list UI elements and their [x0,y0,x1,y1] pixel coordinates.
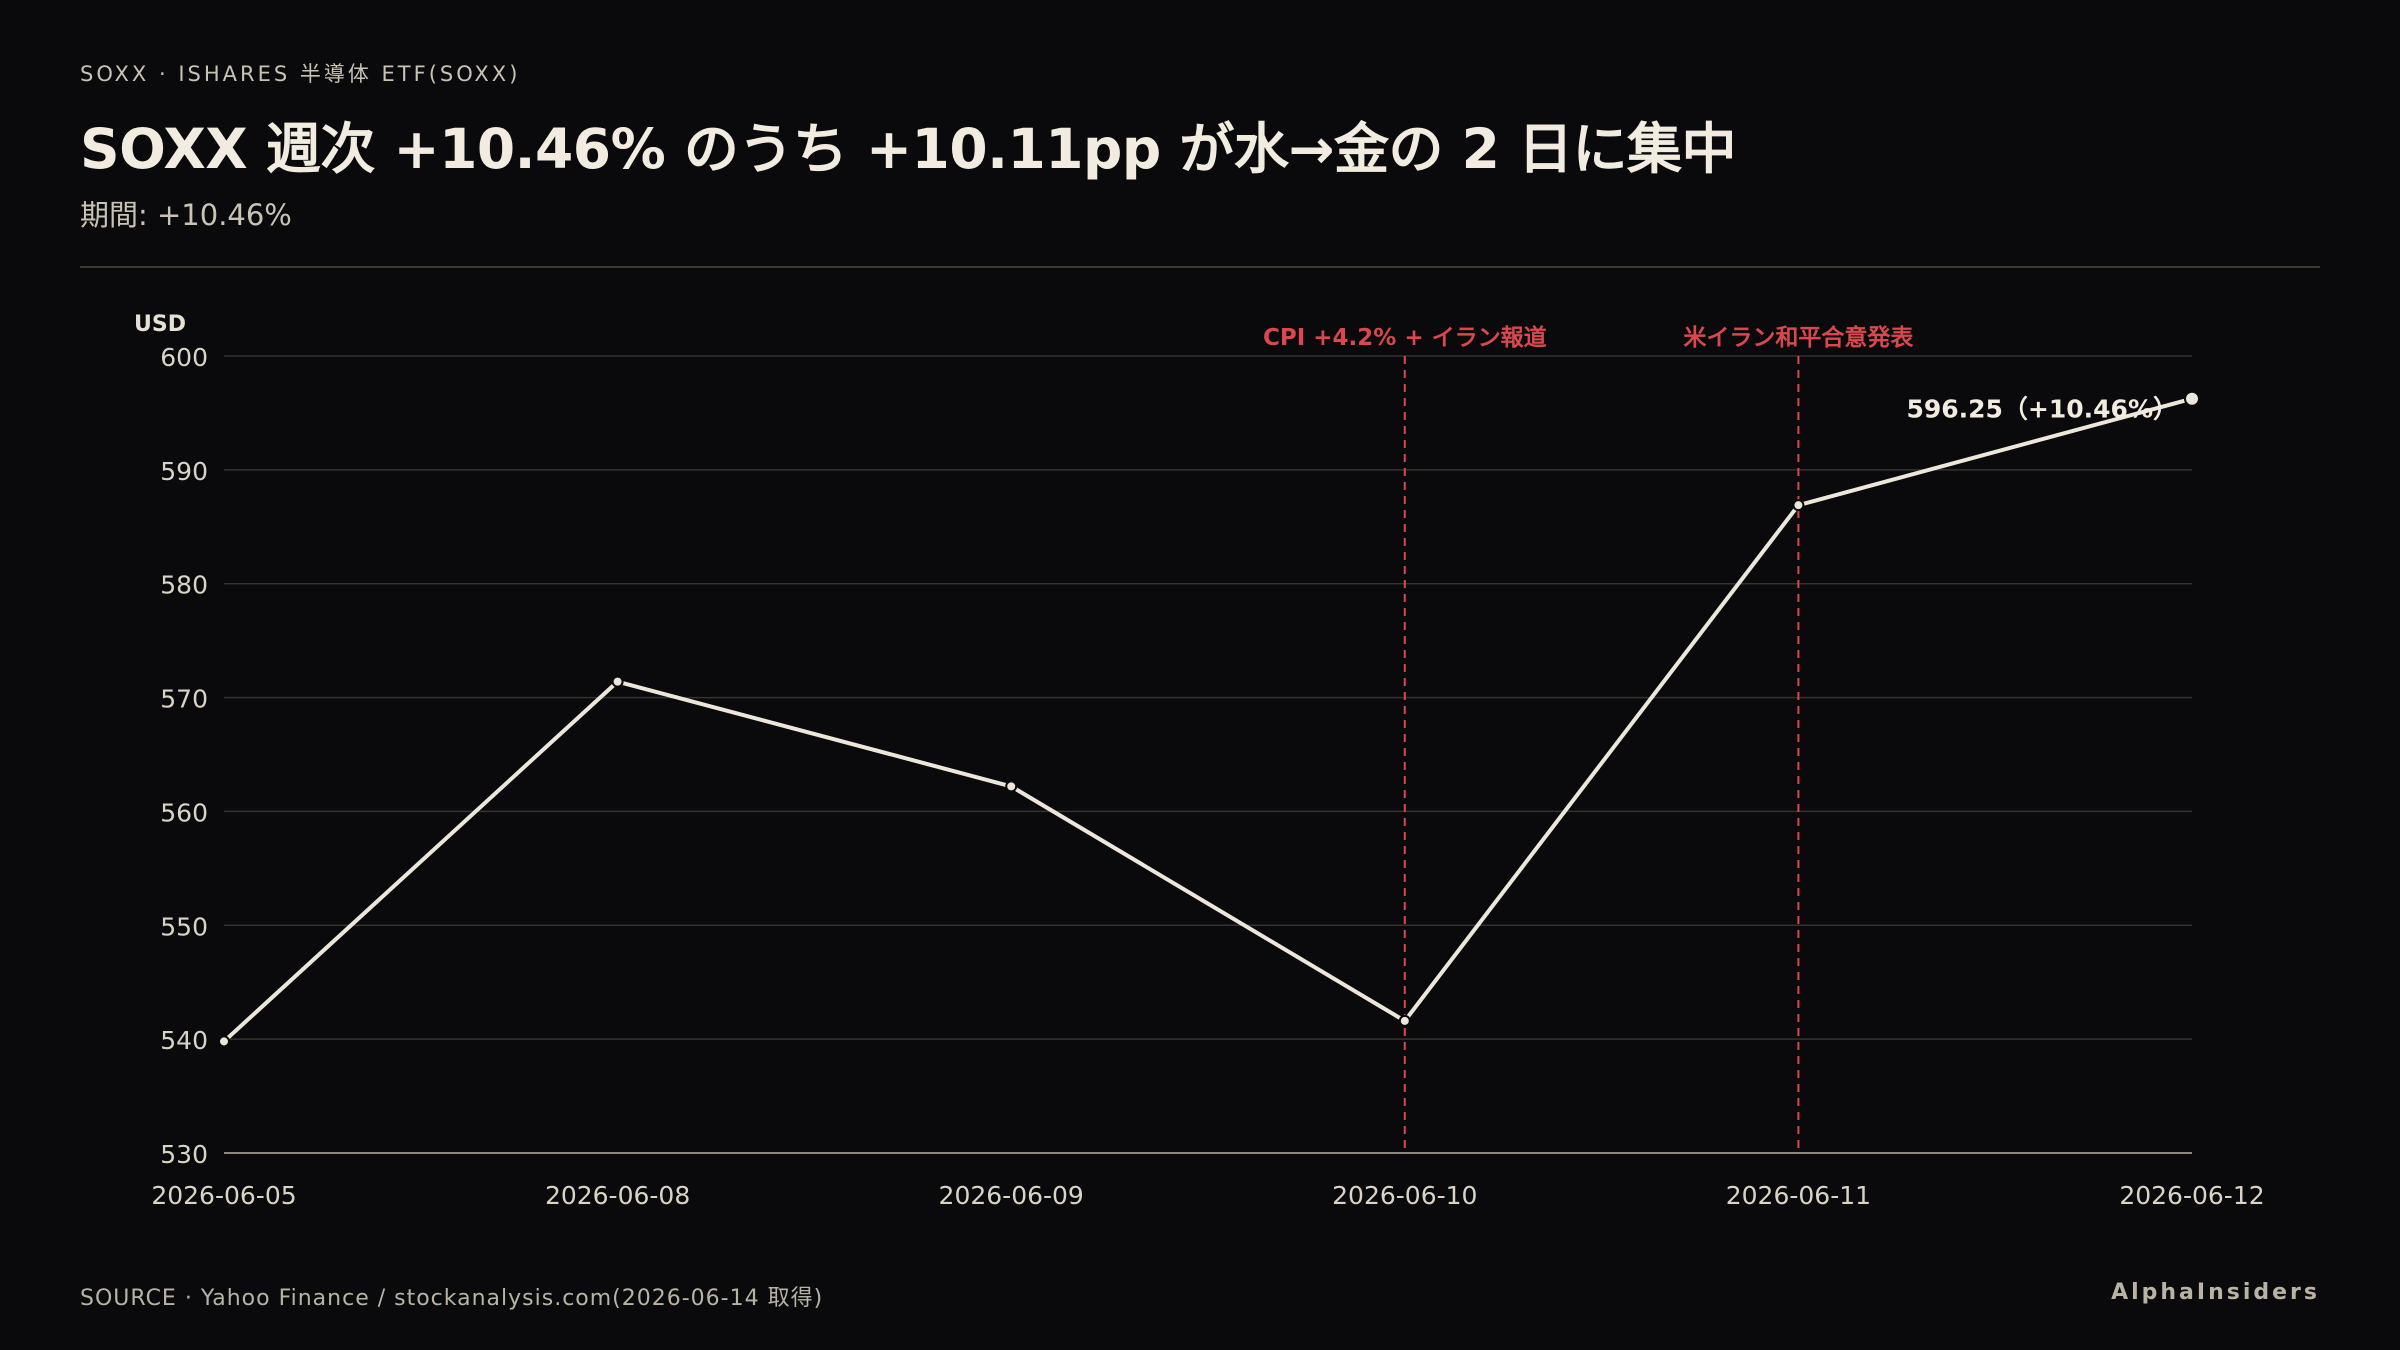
data-point [1792,499,1805,512]
brand-logo: AlphaInsiders [2111,1280,2320,1305]
y-tick-label: 560 [160,798,208,827]
x-tick-label: 2026-06-12 [2119,1181,2264,1210]
source-note: SOURCE · Yahoo Finance / stockanalysis.c… [80,1286,824,1311]
y-tick-label: 580 [160,571,208,600]
x-tick-label: 2026-06-08 [545,1181,690,1210]
y-tick-label: 570 [160,685,208,714]
y-tick-label: 590 [160,457,208,486]
x-tick-label: 2026-06-10 [1332,1181,1477,1210]
x-tick-label: 2026-06-05 [151,1181,296,1210]
y-tick-label: 550 [160,912,208,941]
x-tick-label: 2026-06-11 [1726,1181,1871,1210]
event-label: CPI +4.2% + イラン報道 [1263,324,1547,351]
header-divider [80,266,2320,268]
y-axis-label: USD [134,312,186,337]
event-label: 米イラン和平合意発表 [1683,324,1914,351]
chart-title: SOXX 週次 +10.46% のうち +10.11pp が水→金の 2 日に集… [80,117,1737,181]
data-point [1398,1014,1411,1027]
y-tick-label: 530 [160,1140,208,1169]
x-tick-label: 2026-06-09 [939,1181,1084,1210]
chart-subtitle: 期間: +10.46% [80,198,292,232]
data-point [218,1035,230,1048]
chart-kicker: SOXX · ISHARES 半導体 ETF(SOXX) [80,62,521,86]
data-point [2184,390,2200,407]
data-point [1005,780,1018,793]
y-tick-label: 600 [160,343,208,372]
end-value-label: 596.25（+10.46%） [1906,395,2178,424]
series-line [222,396,2193,1043]
y-tick-label: 540 [160,1026,208,1055]
data-point [611,675,624,688]
